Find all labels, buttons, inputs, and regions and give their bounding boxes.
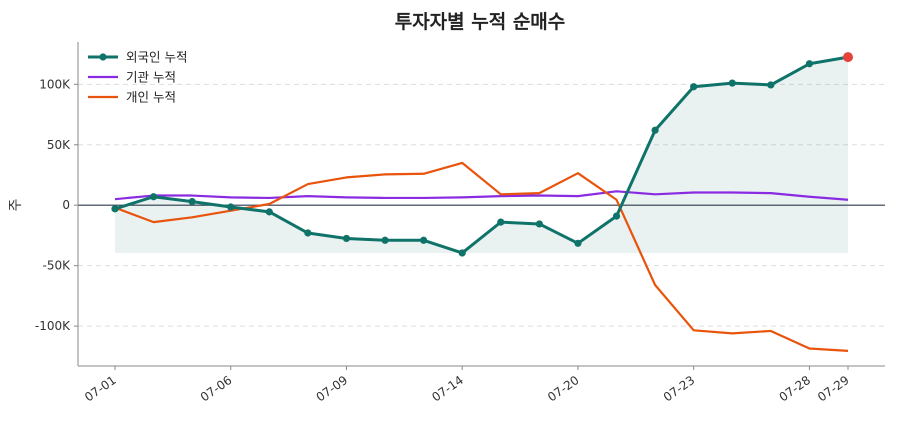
x-tick-label: 07-28: [777, 373, 814, 404]
foreign-data-point: [458, 249, 466, 257]
x-tick-label: 07-20: [545, 373, 582, 404]
y-axis-label: 주: [8, 198, 24, 211]
legend-label-institution: 기관 누적: [126, 70, 176, 85]
chart-title: 투자자별 누적 순매수: [395, 11, 566, 33]
foreign-data-point: [612, 212, 621, 220]
foreign-data-point: [651, 126, 659, 134]
foreign-data-point: [227, 203, 235, 211]
y-tick-label: -50K: [43, 259, 72, 273]
x-tick-label: 07-14: [429, 373, 466, 404]
foreign-series-line: [114, 55, 849, 255]
x-tick-label: 07-29: [815, 373, 852, 404]
foreign-data-point: [767, 81, 775, 89]
legend-label-individual: 개인 누적: [126, 90, 176, 105]
foreign-data-point: [188, 197, 196, 206]
x-tick-label: 07-06: [198, 373, 235, 404]
foreign-data-point: [728, 79, 736, 87]
foreign-latest-point: [843, 52, 853, 63]
y-tick-label: 0: [62, 198, 70, 212]
y-tick-label: 100K: [39, 77, 71, 91]
foreign-data-point: [535, 220, 543, 228]
foreign-area-fill: [115, 57, 848, 253]
series-layer: [111, 52, 853, 352]
foreign-data-point: [420, 236, 428, 244]
foreign-data-point: [805, 60, 814, 68]
foreign-data-point: [574, 239, 582, 247]
legend-label-foreign: 외국인 누적: [126, 50, 187, 65]
legend-marker-foreign: [99, 53, 107, 61]
institution-series-line: [114, 190, 849, 201]
foreign-data-point: [497, 218, 505, 226]
foreign-data-point: [265, 208, 273, 216]
foreign-data-point: [342, 234, 351, 243]
foreign-data-point: [381, 236, 389, 244]
x-tick-label: 07-23: [661, 373, 698, 404]
foreign-data-point: [149, 193, 158, 201]
individual-series-line: [114, 161, 849, 352]
foreign-data-point: [304, 229, 312, 237]
y-tick-label: -100K: [35, 319, 71, 333]
x-tick-label: 07-01: [82, 373, 119, 404]
fill-layer: [115, 57, 848, 253]
y-tick-label: 50K: [47, 138, 71, 152]
foreign-data-point: [111, 205, 119, 213]
foreign-data-point: [690, 83, 698, 91]
x-tick-label: 07-09: [314, 373, 351, 404]
